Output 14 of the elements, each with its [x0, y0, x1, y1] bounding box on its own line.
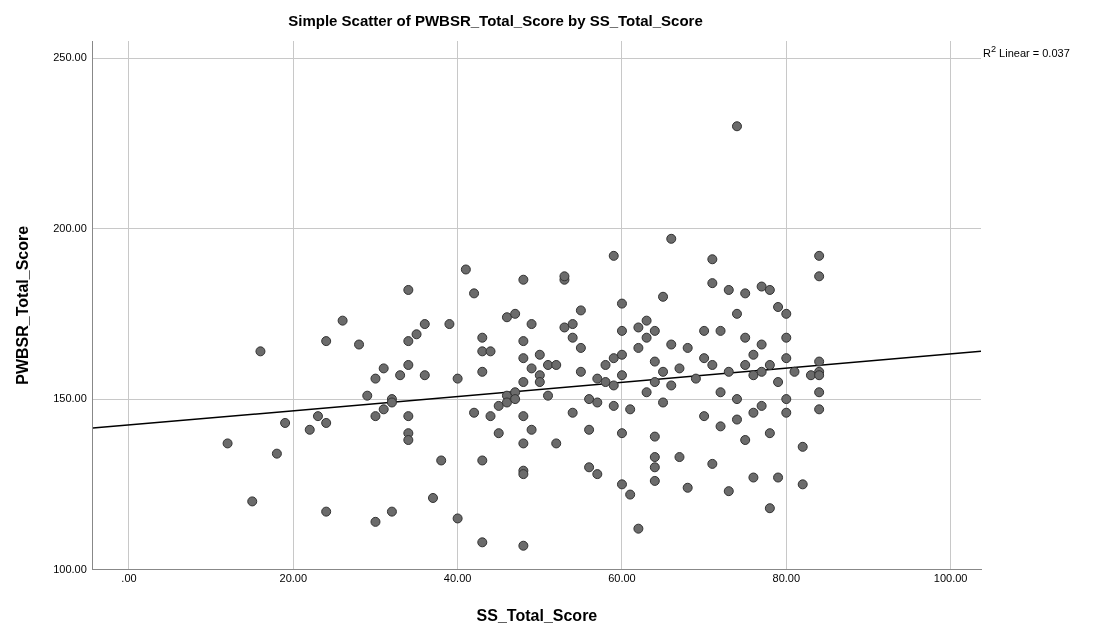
x-tick-label: 60.00	[608, 572, 636, 585]
x-tick-label: 20.00	[279, 572, 308, 585]
x-tick-label: 80.00	[772, 572, 801, 585]
y-axis-title: PWBSR_Total_Score	[14, 225, 32, 385]
text: R$^{2}$ Linear = 0.037	[983, 44, 1070, 59]
y-tick-label: 150.00	[53, 392, 87, 405]
x-tick-label: 100.00	[933, 572, 968, 585]
y-tick-label: 100.00	[53, 562, 87, 575]
chart-title: Simple Scatter of PWBSR_Total_Score by SS_Total_Score	[288, 12, 703, 30]
x-tick-label: 40.00	[443, 572, 472, 585]
x-axis-title: SS_Total_Score	[476, 606, 598, 624]
y-tick-label: 200.00	[53, 221, 87, 234]
y-tick-label: 250.00	[53, 51, 87, 64]
x-tick-label: .00	[121, 572, 137, 585]
